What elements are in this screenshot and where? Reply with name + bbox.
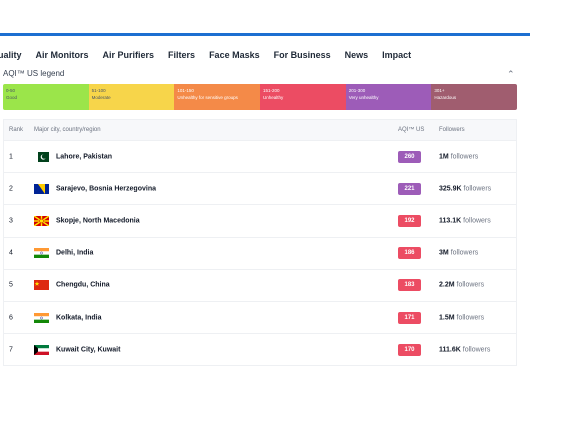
pakistan-flag-icon	[34, 151, 49, 162]
followers-count: 3M followers	[439, 250, 478, 257]
main-nav: uality Air Monitors Air Purifiers Filter…	[0, 47, 425, 63]
legend-range: 0-50	[6, 88, 16, 93]
nav-item-air-monitors[interactable]: Air Monitors	[35, 50, 89, 60]
city-link[interactable]: Skopje, North Macedonia	[56, 217, 140, 225]
rank-number: 2	[9, 185, 13, 193]
followers-value: 111.6K	[439, 346, 461, 354]
table-row[interactable]: 6 Kolkata, India 171 1.5M followers	[4, 300, 516, 333]
legend-label: Moderate	[91, 95, 111, 100]
city-link[interactable]: Chengdu, China	[56, 281, 110, 289]
legend-segment-moderate: 51-100 Moderate	[88, 84, 175, 110]
nav-item-air-purifiers[interactable]: Air Purifiers	[102, 50, 155, 60]
nav-item-for-business[interactable]: For Business	[273, 50, 331, 60]
table-row[interactable]: 2 Sarajevo, Bosnia Herzegovina 221 325.9…	[4, 172, 516, 204]
followers-value: 3M	[439, 249, 449, 257]
legend-segment-unhealthy: 151-200 Unhealthy	[260, 84, 346, 110]
city-link[interactable]: Kolkata, India	[56, 314, 102, 322]
followers-label: followers	[450, 249, 479, 257]
table-row[interactable]: 4 Delhi, India 186 3M followers	[4, 236, 516, 269]
header-city: Major city, country/region	[34, 127, 101, 133]
legend-label: Very unhealthy	[348, 95, 379, 100]
china-flag-icon	[34, 280, 49, 291]
legend-range: 51-100	[91, 88, 106, 93]
rank-number: 4	[9, 249, 13, 257]
followers-count: 111.6K followers	[439, 346, 490, 353]
aqi-badge: 186	[398, 247, 421, 260]
header-followers: Followers	[439, 127, 465, 133]
rank-number: 7	[9, 346, 13, 354]
legend-range: 151-200	[263, 88, 280, 93]
aqi-badge: 221	[398, 182, 421, 195]
north-macedonia-flag-icon	[34, 215, 49, 226]
legend-range: 101-150	[177, 88, 194, 93]
nav-item-impact[interactable]: Impact	[382, 50, 412, 60]
aqi-badge: 171	[398, 311, 421, 324]
followers-value: 113.1K	[439, 217, 462, 225]
followers-label: followers	[463, 217, 491, 225]
india-flag-icon	[34, 248, 49, 259]
legend-label: Unhealthy for sensitive groups	[177, 95, 238, 100]
followers-value: 2.2M	[439, 281, 455, 289]
rank-number: 3	[9, 217, 13, 225]
city-link[interactable]: Lahore, Pakistan	[56, 153, 113, 161]
table-header: Rank Major city, country/region AQI™ US …	[4, 120, 516, 140]
header-aqi: AQI™ US	[398, 127, 425, 133]
legend-segment-good: 0-50 Good	[3, 84, 89, 110]
followers-value: 325.9K	[439, 185, 462, 193]
aqi-badge: 260	[398, 150, 421, 163]
legend-range: 201-300	[348, 88, 366, 93]
followers-label: followers	[456, 314, 485, 322]
followers-label: followers	[462, 346, 491, 354]
legend-label: Good	[6, 95, 18, 100]
legend-title: AQI™ US legend	[3, 69, 65, 78]
table-row[interactable]: 1 Lahore, Pakistan 260 1M followers	[4, 140, 516, 172]
header-rank: Rank	[9, 127, 24, 133]
aqi-legend-bar: 0-50 Good 51-100 Moderate 101-150 Unheal…	[3, 84, 517, 110]
nav-item-filters[interactable]: Filters	[168, 50, 196, 60]
table-row[interactable]: 3 Skopje, North Macedonia 192 113.1K fol…	[4, 204, 516, 236]
followers-value: 1.5M	[439, 314, 455, 322]
india-flag-icon	[34, 312, 49, 323]
kuwait-flag-icon	[34, 344, 49, 355]
followers-count: 325.9K followers	[439, 185, 491, 192]
followers-value: 1M	[439, 153, 449, 161]
table-row[interactable]: 7 Kuwait City, Kuwait 170 111.6K followe…	[4, 333, 516, 365]
rank-number: 6	[9, 314, 13, 322]
nav-item-news[interactable]: News	[344, 50, 369, 60]
chevron-up-icon[interactable]: ⌃	[507, 69, 515, 79]
followers-count: 2.2M followers	[439, 282, 484, 289]
aqi-badge: 183	[398, 279, 421, 292]
legend-segment-usg: 101-150 Unhealthy for sensitive groups	[174, 84, 261, 110]
followers-count: 113.1K followers	[439, 217, 491, 224]
legend-range: 301+	[434, 88, 445, 93]
nav-item-face-masks[interactable]: Face Masks	[209, 50, 260, 60]
nav-item-air-quality[interactable]: uality	[0, 50, 22, 60]
legend-label: Hazardous	[434, 95, 457, 100]
legend-label: Unhealthy	[263, 95, 284, 100]
bosnia-flag-icon	[34, 183, 49, 194]
followers-count: 1M followers	[439, 153, 478, 160]
city-link[interactable]: Sarajevo, Bosnia Herzegovina	[56, 185, 156, 193]
followers-count: 1.5M followers	[439, 314, 484, 321]
legend-segment-hazardous: 301+ Hazardous	[431, 84, 517, 110]
city-link[interactable]: Kuwait City, Kuwait	[56, 346, 121, 354]
table-row[interactable]: 5 Chengdu, China 183 2.2M followers	[4, 268, 516, 301]
legend-segment-very-unhealthy: 201-300 Very unhealthy	[345, 84, 432, 110]
city-link[interactable]: Delhi, India	[56, 249, 94, 257]
aqi-badge: 192	[398, 214, 421, 227]
rank-number: 1	[9, 153, 13, 161]
aqi-badge: 170	[398, 343, 421, 356]
followers-label: followers	[463, 185, 492, 193]
followers-label: followers	[456, 281, 485, 289]
followers-label: followers	[450, 153, 479, 161]
rank-number: 5	[9, 281, 13, 289]
city-ranking-table: Rank Major city, country/region AQI™ US …	[3, 119, 517, 367]
header-accent-line	[0, 33, 530, 36]
